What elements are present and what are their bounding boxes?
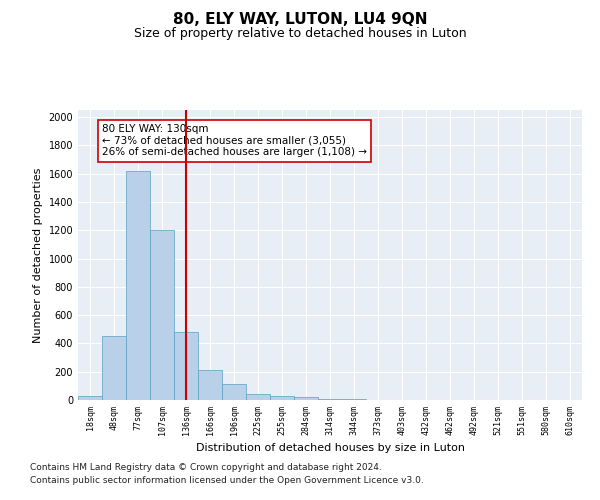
X-axis label: Distribution of detached houses by size in Luton: Distribution of detached houses by size …	[196, 443, 464, 453]
Text: 80 ELY WAY: 130sqm
← 73% of detached houses are smaller (3,055)
26% of semi-deta: 80 ELY WAY: 130sqm ← 73% of detached hou…	[102, 124, 367, 158]
Text: 80, ELY WAY, LUTON, LU4 9QN: 80, ELY WAY, LUTON, LU4 9QN	[173, 12, 427, 28]
Bar	[318, 398, 342, 400]
Bar	[174, 332, 198, 400]
Bar	[102, 336, 126, 400]
Bar	[78, 396, 102, 400]
Bar	[294, 397, 318, 400]
Text: Size of property relative to detached houses in Luton: Size of property relative to detached ho…	[134, 28, 466, 40]
Bar	[150, 230, 174, 400]
Text: Contains public sector information licensed under the Open Government Licence v3: Contains public sector information licen…	[30, 476, 424, 485]
Bar	[246, 394, 270, 400]
Bar	[222, 384, 246, 400]
Text: Contains HM Land Registry data © Crown copyright and database right 2024.: Contains HM Land Registry data © Crown c…	[30, 462, 382, 471]
Bar	[198, 370, 222, 400]
Bar	[270, 396, 294, 400]
Bar	[126, 171, 150, 400]
Y-axis label: Number of detached properties: Number of detached properties	[33, 168, 43, 342]
